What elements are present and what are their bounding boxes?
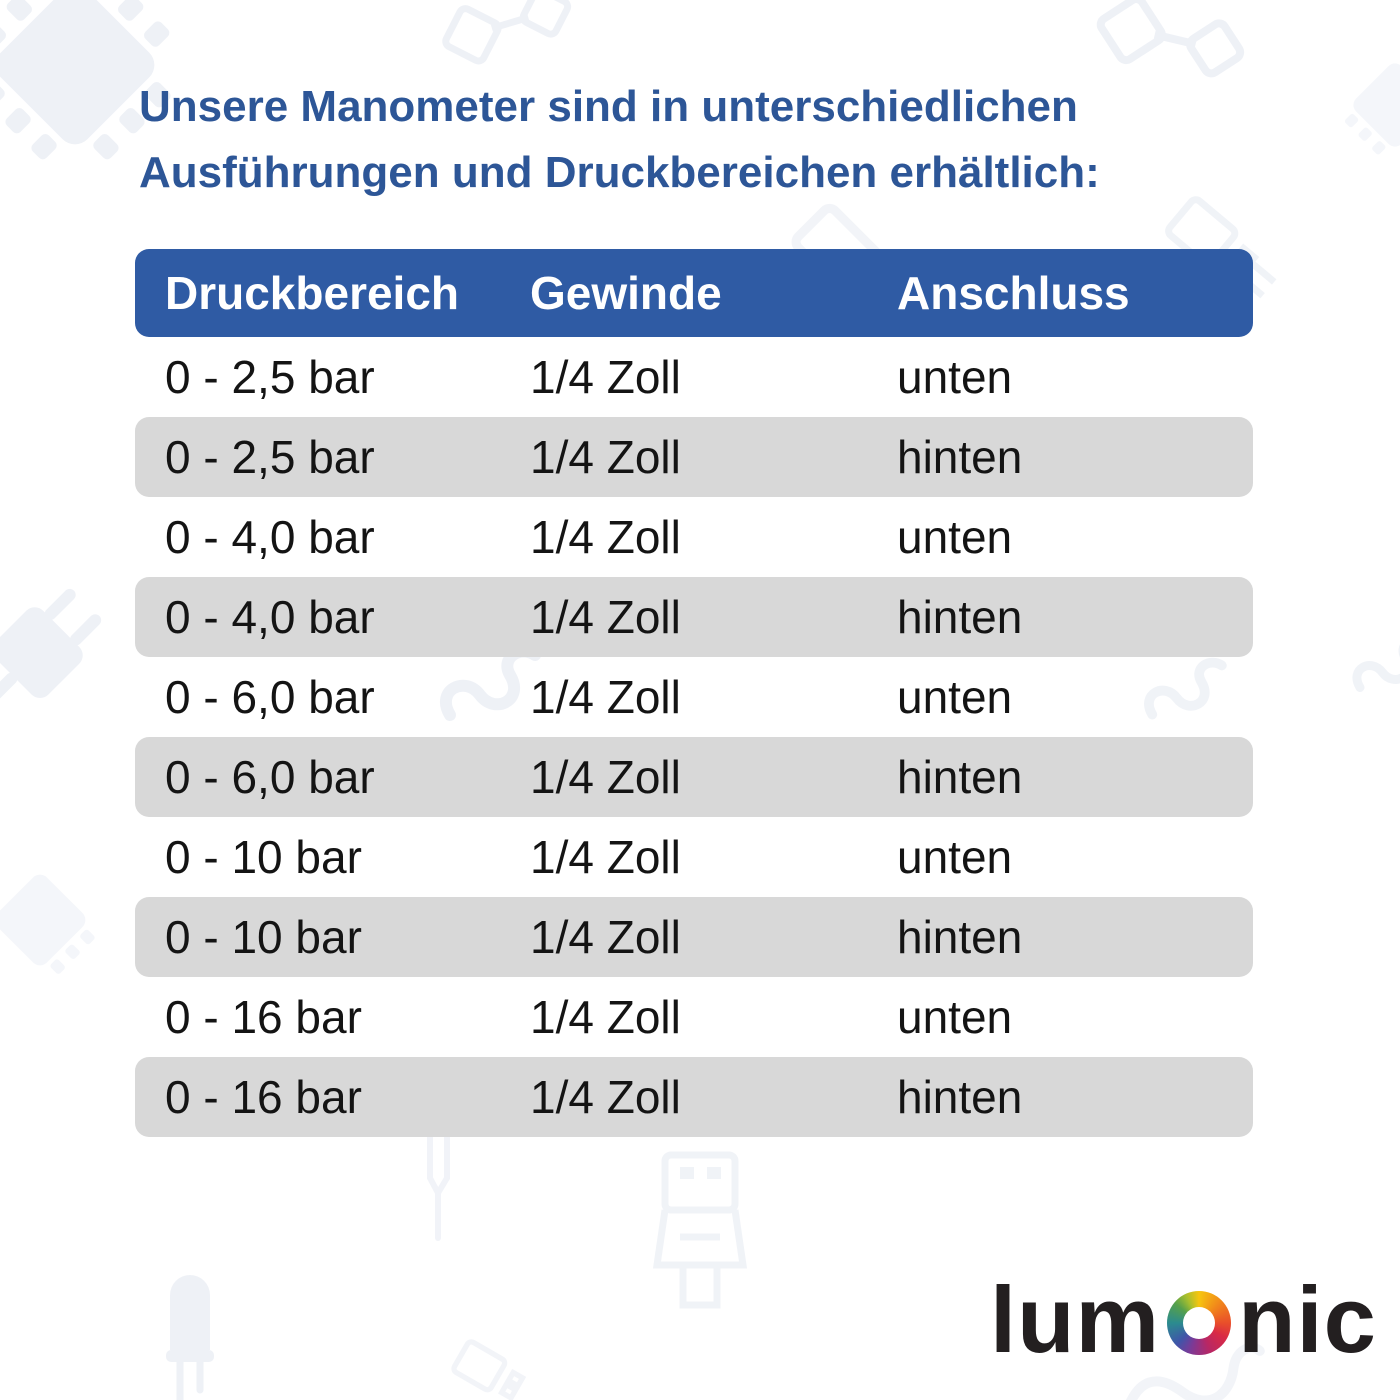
table-cell: 1/4 Zoll [530,431,681,483]
table-cell: unten [897,511,1013,563]
table-cell: 1/4 Zoll [530,591,681,643]
table-cell: 0 - 6,0 bar [165,671,375,723]
table-cell: unten [897,831,1013,883]
page-title-line2: Ausführungen und Druckbereichen erhältli… [139,148,1100,197]
table-cell: hinten [897,1071,1023,1123]
table-row: 0 - 2,5 bar 1/4 Zoll hinten [135,417,1253,497]
table-body: 0 - 2,5 bar 1/4 Zoll unten 0 - 2,5 bar 1/4 Z… [135,337,1253,1137]
table-row: 0 - 10 bar 1/4 Zoll unten [135,817,1253,897]
led-icon [150,1250,230,1400]
table-cell: unten [897,351,1013,403]
table-cell: 1/4 Zoll [530,511,681,563]
table-row: 0 - 6,0 bar 1/4 Zoll hinten [135,737,1253,817]
table-cell: unten [897,671,1013,723]
logo-text-suffix: nic [1238,1267,1377,1372]
table-cell: 0 - 2,5 bar [165,351,375,403]
table-cell: 1/4 Zoll [530,751,681,803]
plug-icon [0,544,146,756]
table-cell: 0 - 2,5 bar [165,431,375,483]
column-header-gewinde: Gewinde [530,267,722,319]
table-cell: 1/4 Zoll [530,351,681,403]
table-row: 0 - 16 bar 1/4 Zoll hinten [135,1057,1253,1137]
table-cell: hinten [897,431,1023,483]
table-cell: 1/4 Zoll [530,671,681,723]
chip-icon [1317,27,1400,183]
usb-connector-icon [645,1145,755,1335]
table-header-row: Druckbereich Gewinde Anschluss [135,249,1253,337]
connector-icon [414,1302,585,1400]
column-header-druckbereich: Druckbereich [165,267,460,319]
table-cell: 0 - 16 bar [165,1071,362,1123]
table-cell: 1/4 Zoll [530,991,681,1043]
logo-text-prefix: lum [990,1267,1161,1372]
variants-table: Druckbereich Gewinde Anschluss 0 - 2,5 b… [135,249,1253,1137]
chip-icon [0,835,125,1005]
table-row: 0 - 2,5 bar 1/4 Zoll unten [135,337,1253,417]
table-cell: 0 - 16 bar [165,991,362,1043]
page-title-line1: Unsere Manometer sind in unterschiedlich… [139,82,1078,131]
screwdriver-icon [405,1118,475,1248]
table-cell: 1/4 Zoll [530,911,681,963]
table-cell: 0 - 6,0 bar [165,751,375,803]
table-cell: 0 - 4,0 bar [165,511,375,563]
table-cell: 1/4 Zoll [530,831,681,883]
table-row: 0 - 4,0 bar 1/4 Zoll unten [135,497,1253,577]
brand-logo: lum nic [990,1266,1377,1374]
table-cell: unten [897,991,1013,1043]
spring-icon [1345,620,1400,710]
table-cell: 1/4 Zoll [530,1071,681,1123]
table-row: 0 - 16 bar 1/4 Zoll unten [135,977,1253,1057]
table-row: 0 - 6,0 bar 1/4 Zoll unten [135,657,1253,737]
table-row: 0 - 10 bar 1/4 Zoll hinten [135,897,1253,977]
table-cell: 0 - 4,0 bar [165,591,375,643]
table-cell: hinten [897,591,1023,643]
table-cell: 0 - 10 bar [165,911,362,963]
table-row: 0 - 4,0 bar 1/4 Zoll hinten [135,577,1253,657]
page-title: Unsere Manometer sind in unterschiedlich… [139,74,1199,206]
logo-rainbow-o-icon [1167,1291,1232,1355]
column-header-anschluss: Anschluss [897,267,1130,319]
table-cell: hinten [897,911,1023,963]
table-cell: 0 - 10 bar [165,831,362,883]
table-cell: hinten [897,751,1023,803]
